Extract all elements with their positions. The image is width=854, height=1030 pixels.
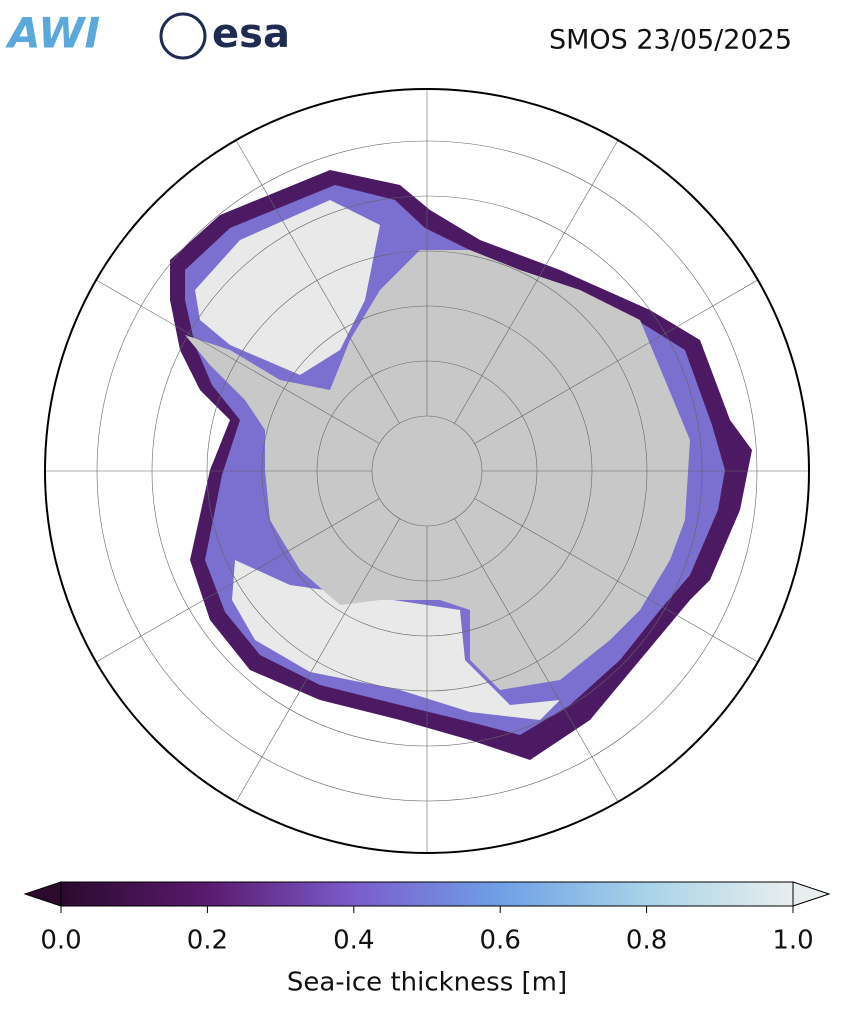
- colorbar-tick-label: 0.8: [626, 926, 667, 956]
- colorbar-tick-label: 0.6: [480, 926, 521, 956]
- meridian: [474, 498, 774, 672]
- logo-esa: esa: [212, 11, 290, 57]
- thick-ice-weddell: [195, 200, 380, 375]
- logo-awi: AWI: [5, 9, 100, 58]
- meridian: [80, 270, 380, 444]
- meridian: [454, 124, 628, 424]
- logo-esa-icon: [159, 12, 207, 60]
- colorbar: [23, 881, 831, 907]
- colorbar-tick-label: 0.2: [187, 926, 228, 956]
- colorbar-tick-label: 0.4: [333, 926, 374, 956]
- colorbar-extend-high: [792, 881, 831, 907]
- meridian: [80, 498, 380, 672]
- map: [45, 89, 809, 853]
- colorbar-tick-label: 0.0: [40, 926, 81, 956]
- graticule: [45, 89, 809, 853]
- meridian: [454, 518, 628, 818]
- thick-ice-ross: [232, 560, 560, 720]
- colorbar-body: [60, 881, 794, 907]
- meridian: [226, 518, 400, 818]
- antarctica: [185, 250, 690, 690]
- map-frame: [44, 88, 810, 854]
- colorbar-label: Sea-ice thickness [m]: [287, 968, 567, 998]
- meridian: [226, 124, 400, 424]
- title: SMOS 23/05/2025: [549, 25, 792, 56]
- meridian: [474, 270, 774, 444]
- colorbar-tick-label: 1.0: [772, 926, 813, 956]
- colorbar-extend-low: [23, 881, 62, 907]
